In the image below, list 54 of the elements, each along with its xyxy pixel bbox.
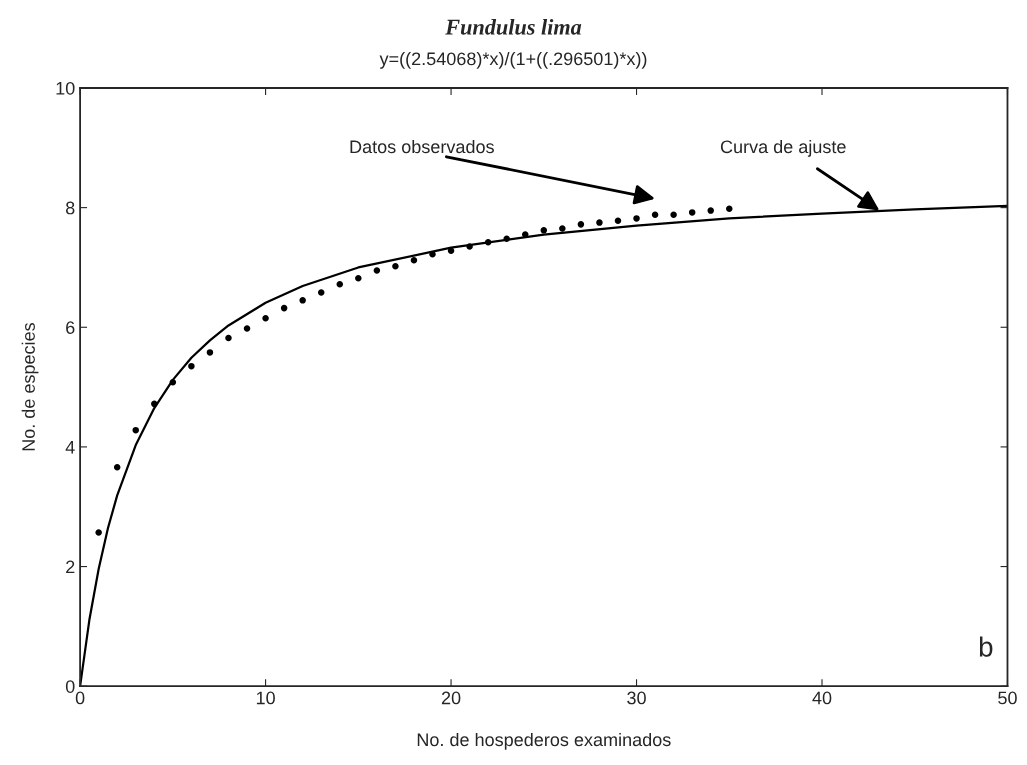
y-tick-label: 8 xyxy=(65,201,75,215)
y-tick-label: 6 xyxy=(66,321,75,334)
annotation: b xyxy=(979,636,993,657)
point xyxy=(596,219,603,226)
point xyxy=(225,334,232,342)
point xyxy=(243,325,251,332)
x-tick-label: 30 xyxy=(627,691,646,705)
point xyxy=(447,247,455,254)
point xyxy=(373,267,381,274)
y-tick-label: 10 xyxy=(56,81,75,95)
x-tick-label: 20 xyxy=(441,691,461,705)
point xyxy=(503,235,510,242)
point xyxy=(670,211,677,219)
annotation: Datos observados xyxy=(350,139,494,154)
y-tick-label: 4 xyxy=(65,441,75,454)
point xyxy=(726,205,733,213)
point xyxy=(707,207,714,214)
point xyxy=(392,262,399,270)
point xyxy=(355,274,362,282)
point xyxy=(299,297,306,304)
chart-subtitle: y=((2.54068)*x)/(1+((.296501)*x)) xyxy=(379,51,647,69)
point xyxy=(169,379,177,386)
point xyxy=(206,349,214,356)
y-axis-title: No. de especies xyxy=(21,323,39,451)
point xyxy=(95,529,102,536)
point xyxy=(188,362,195,370)
point xyxy=(151,400,158,408)
point xyxy=(688,209,696,216)
y-tick-label: 2 xyxy=(66,560,75,574)
x-axis-title: No. de hospederos examinados xyxy=(417,732,671,750)
point xyxy=(113,464,121,471)
chart-title: Fundulus lima xyxy=(445,19,582,35)
point xyxy=(614,217,622,225)
point xyxy=(466,243,473,250)
point xyxy=(559,225,566,232)
x-tick-label: 10 xyxy=(256,691,275,705)
x-tick-label: 40 xyxy=(812,691,832,705)
point xyxy=(336,280,344,288)
point xyxy=(132,426,140,434)
point xyxy=(429,251,436,258)
point xyxy=(651,211,659,219)
point xyxy=(521,231,529,238)
x-tick-label: 50 xyxy=(998,691,1017,705)
point xyxy=(410,257,418,264)
point xyxy=(484,239,492,246)
point xyxy=(262,315,269,322)
x-tick-label: 0 xyxy=(75,691,85,705)
y-tick-label: 0 xyxy=(65,680,75,693)
point xyxy=(577,221,585,228)
point xyxy=(280,304,288,312)
point xyxy=(317,289,325,296)
point xyxy=(540,227,548,234)
point xyxy=(633,215,640,222)
annotation: Curva de ajuste xyxy=(720,139,846,157)
